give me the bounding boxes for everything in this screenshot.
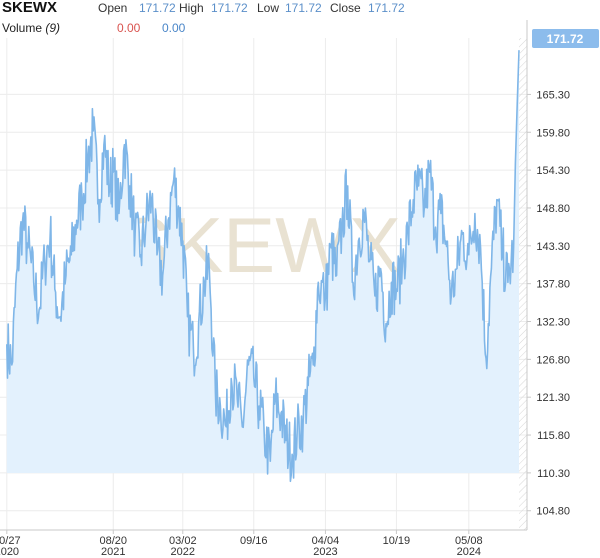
- price-area-fill: [6, 50, 520, 482]
- symbol-label: SKEWX: [2, 0, 58, 16]
- y-tick-label: 132.30: [536, 317, 570, 329]
- volume-param: (9): [45, 21, 61, 35]
- y-tick-label: 154.30: [536, 165, 570, 177]
- x-tick-year: 2024: [457, 546, 481, 558]
- x-tick-label: 09/16: [240, 535, 268, 547]
- y-tick-label: 148.80: [536, 203, 570, 215]
- high-label: High: [179, 1, 204, 15]
- low-label: Low: [257, 1, 280, 15]
- high-value: 171.72: [211, 1, 248, 15]
- y-axis: 165.30 159.80 154.30 148.80 143.30 137.80 132.…: [527, 89, 570, 518]
- price-line: [6, 50, 520, 483]
- volume-label: Volume (9): [2, 21, 60, 35]
- y-tick-label: 159.80: [536, 127, 570, 139]
- volume-legend: Volume (9) 0.00 0.00: [0, 20, 300, 38]
- open-value: 171.72: [139, 1, 176, 15]
- x-axis: 10/27202008/20202103/02202209/1604/04202…: [0, 530, 483, 558]
- y-tick-label: 143.30: [536, 241, 570, 253]
- close-label: Close: [330, 1, 361, 15]
- x-tick-label: 03/02: [169, 535, 197, 547]
- x-tick-label: 04/04: [312, 535, 340, 547]
- x-tick-year: 2023: [313, 546, 337, 558]
- x-tick-label: 08/20: [99, 535, 127, 547]
- volume-value-b: 0.00: [162, 21, 186, 35]
- x-tick-year: 2022: [171, 546, 195, 558]
- volume-label-text: Volume: [2, 21, 43, 35]
- y-tick-label: 121.30: [536, 392, 570, 404]
- low-value: 171.72: [285, 1, 322, 15]
- x-tick-label: 05/08: [455, 535, 483, 547]
- y-tick-label: 126.80: [536, 354, 570, 366]
- y-tick-label: 137.80: [536, 279, 570, 291]
- x-tick-year: 2021: [101, 546, 125, 558]
- y-tick-label: 110.30: [537, 468, 570, 480]
- close-value: 171.72: [368, 1, 405, 15]
- open-label: Open: [98, 1, 128, 15]
- future-hatch-zone: [519, 38, 527, 530]
- ohlc-legend: SKEWX Open 171.72 High 171.72 Low 171.72…: [0, 0, 460, 20]
- y-tick-label: 115.80: [537, 430, 570, 442]
- last-price-badge: 171.72: [532, 29, 599, 48]
- y-tick-label: 104.80: [536, 506, 570, 518]
- y-tick-label: 165.30: [536, 89, 570, 101]
- last-price-value: 171.72: [547, 32, 584, 46]
- volume-value-a: 0.00: [117, 21, 141, 35]
- x-tick-label: 10/27: [0, 535, 21, 547]
- x-tick-label: 10/19: [383, 535, 411, 547]
